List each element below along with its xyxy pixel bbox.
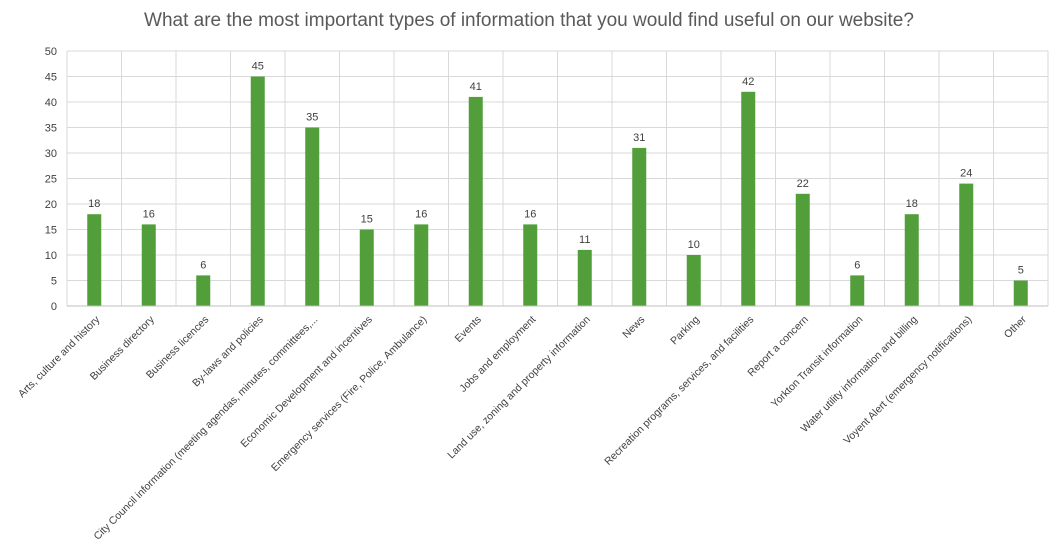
y-tick-label: 35 [45, 123, 57, 135]
bar [741, 91, 756, 306]
x-tick-label: News [620, 314, 647, 341]
bar [850, 275, 865, 306]
data-label: 45 [252, 61, 264, 73]
y-tick-label: 45 [45, 72, 57, 84]
bar [468, 96, 483, 307]
bar [1013, 280, 1028, 306]
data-label: 15 [361, 214, 373, 226]
data-label: 24 [960, 168, 972, 180]
data-label: 16 [524, 208, 536, 220]
data-label: 35 [306, 112, 318, 124]
y-tick-label: 50 [45, 46, 57, 58]
data-label: 6 [200, 259, 206, 271]
chart-title: What are the most important types of inf… [144, 10, 914, 31]
bar [959, 183, 974, 306]
data-label: 16 [415, 208, 427, 220]
bar [359, 229, 374, 306]
bar [196, 275, 211, 306]
x-tick-label: Events [453, 314, 484, 345]
y-tick-label: 10 [45, 250, 57, 262]
y-tick-label: 25 [45, 174, 57, 186]
data-label: 41 [470, 81, 482, 93]
y-tick-label: 30 [45, 148, 57, 160]
data-label: 42 [742, 76, 754, 88]
data-label: 11 [579, 234, 590, 246]
x-tick-label: Arts, culture and history [16, 313, 103, 400]
y-tick-label: 15 [45, 225, 57, 237]
data-label: 10 [688, 239, 700, 251]
bar [141, 224, 156, 306]
bar [577, 249, 592, 306]
y-tick-label: 20 [45, 199, 57, 211]
bar [795, 193, 810, 306]
data-label: 22 [797, 178, 809, 190]
bar [87, 214, 102, 306]
y-tick-label: 40 [45, 97, 57, 109]
data-label: 6 [854, 259, 860, 271]
data-label: 31 [633, 132, 645, 144]
x-tick-label: Yorkton Transit information [769, 314, 866, 411]
data-label: 16 [143, 208, 155, 220]
bar [686, 255, 701, 306]
x-tick-label: Parking [668, 314, 702, 348]
data-label: 18 [906, 198, 918, 210]
y-tick-label: 0 [51, 301, 57, 313]
y-tick-label: 5 [51, 276, 57, 288]
bar [523, 224, 538, 306]
data-label: 5 [1018, 265, 1024, 277]
bar [632, 147, 647, 306]
data-label: 18 [88, 198, 100, 210]
x-tick-label: Other [1002, 313, 1029, 340]
bar [904, 214, 919, 306]
bar [414, 224, 429, 306]
bar [250, 76, 265, 306]
bar [305, 127, 320, 306]
x-tick-label: Water utility information and billing [799, 314, 920, 435]
